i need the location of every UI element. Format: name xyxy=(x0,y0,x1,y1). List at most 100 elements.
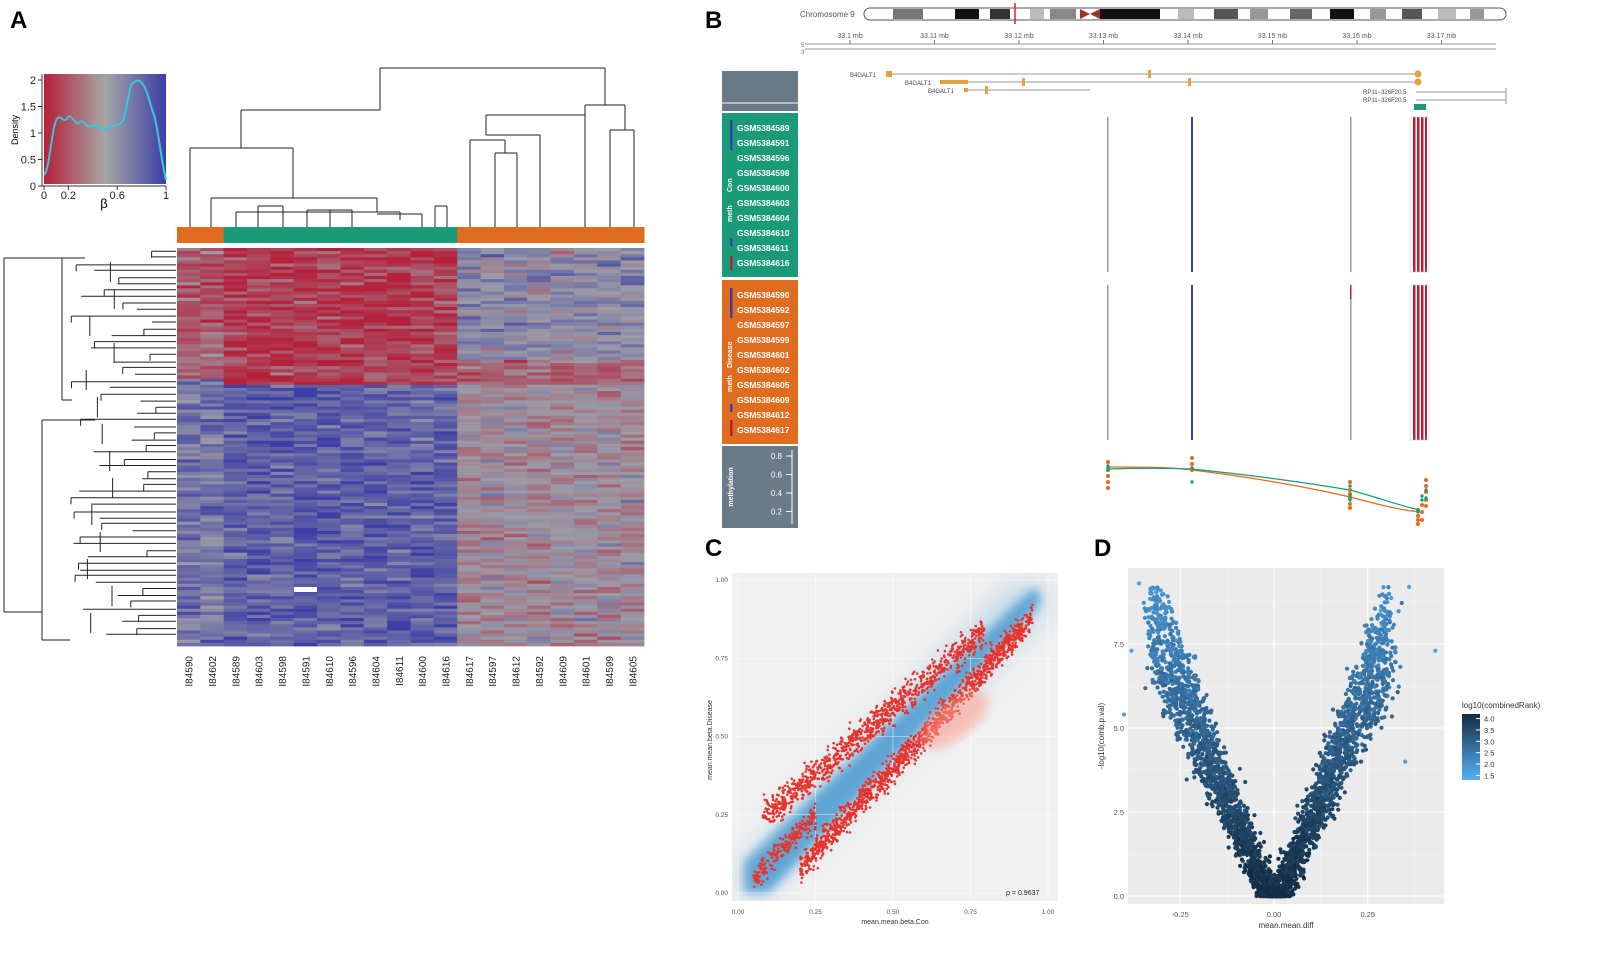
heatmap-cell xyxy=(433,546,458,551)
heatmap-cell xyxy=(270,586,295,591)
heatmap-cell xyxy=(340,593,365,597)
heatmap-cell xyxy=(340,527,365,532)
heatmap-cell xyxy=(550,412,575,417)
heatmap-cell xyxy=(480,260,505,264)
heatmap-cell xyxy=(480,403,505,407)
density-xtick-label: 1 xyxy=(163,190,169,202)
heatmap-cell xyxy=(270,310,295,314)
heatmap-cell xyxy=(340,465,365,470)
heatmap-cell xyxy=(270,378,295,383)
heatmap-cell xyxy=(270,397,295,401)
heatmap-cell xyxy=(223,375,248,379)
heatmap-cell xyxy=(270,555,295,560)
heatmap-cell xyxy=(247,447,271,451)
c-dmc-point xyxy=(830,771,833,775)
c-dmc-point xyxy=(874,779,878,783)
heatmap-cell xyxy=(410,437,435,442)
c-dmc-point xyxy=(961,633,964,637)
heatmap-cell xyxy=(200,335,225,339)
heatmap-cell xyxy=(550,303,575,308)
heatmap-cell xyxy=(620,571,645,575)
heatmap-cell xyxy=(293,596,318,600)
heatmap-cell xyxy=(387,350,411,355)
heatmap-cell xyxy=(387,453,411,457)
heatmap-cell xyxy=(293,642,318,647)
c-dmc-point xyxy=(989,674,993,677)
heatmap-cell xyxy=(550,378,575,383)
c-dmc-point xyxy=(891,699,895,702)
heatmap-cell xyxy=(573,291,598,296)
heatmap-cell xyxy=(340,546,365,551)
heatmap-cell xyxy=(597,586,622,591)
heatmap-cell xyxy=(457,310,481,314)
heatmap-cell xyxy=(387,363,411,367)
c-dmc-point xyxy=(846,817,849,821)
heatmap-cell xyxy=(317,481,341,485)
heatmap-cell xyxy=(597,568,622,572)
row-dendrogram xyxy=(3,250,176,641)
c-dmc-point xyxy=(956,654,959,658)
c-dmc-point xyxy=(1010,653,1014,656)
c-dmc-point xyxy=(985,674,988,677)
c-dmc-point xyxy=(923,749,926,752)
heatmap-cell xyxy=(223,325,248,330)
heatmap-cell xyxy=(597,487,622,491)
c-dmc-point xyxy=(819,785,822,788)
heatmap-cell xyxy=(340,347,365,352)
heatmap-cell xyxy=(363,515,388,519)
heatmap-cell xyxy=(480,316,505,320)
heatmap-cell xyxy=(363,285,388,289)
c-dmc-point xyxy=(852,733,855,737)
gene-track-panel xyxy=(722,71,798,111)
heatmap-cell xyxy=(597,462,622,467)
c-dmc-point xyxy=(832,823,836,827)
heatmap-cell xyxy=(480,555,505,560)
heatmap-cell xyxy=(410,297,435,302)
heatmap-cell xyxy=(387,266,411,271)
heatmap-cell xyxy=(177,537,201,541)
heatmap-cell xyxy=(340,313,365,317)
heatmap-cell xyxy=(433,568,458,572)
c-dmc-point xyxy=(805,779,808,782)
heatmap-cell xyxy=(550,338,575,342)
heatmap-cell xyxy=(573,347,598,352)
heatmap-cell xyxy=(293,605,318,610)
heatmap-cell xyxy=(550,639,575,644)
heatmap-cell xyxy=(550,577,575,582)
heatmap-cell xyxy=(410,474,435,479)
heatmap-cell xyxy=(457,546,481,551)
heatmap-cell xyxy=(247,506,271,510)
heatmap-cell xyxy=(270,605,295,610)
heatmap-cell xyxy=(550,636,575,641)
c-dmc-point xyxy=(963,657,967,661)
heatmap-cell xyxy=(177,387,201,392)
heatmap-cell xyxy=(620,303,645,308)
heatmap-cell xyxy=(247,307,271,311)
heatmap-cell xyxy=(550,630,575,634)
heatmap-cell xyxy=(410,419,435,423)
heatmap-cell xyxy=(223,611,248,616)
disease-meth-title: meth xyxy=(727,375,734,392)
c-dmc-point xyxy=(835,833,839,836)
heatmap-cell xyxy=(410,484,435,488)
heatmap-cell xyxy=(177,338,201,342)
heatmap-cell xyxy=(527,437,551,442)
c-dmc-point xyxy=(831,769,834,772)
heatmap-cell xyxy=(387,611,411,616)
c-dmc-point xyxy=(835,743,839,747)
heatmap-cell xyxy=(200,593,225,597)
heatmap-cell xyxy=(620,369,645,373)
heatmap-cell xyxy=(270,518,295,523)
heatmap-cell xyxy=(293,462,318,467)
heatmap-cell xyxy=(550,406,575,411)
heatmap-cell xyxy=(527,406,551,411)
heatmap-cell xyxy=(527,291,551,296)
heatmap-cell xyxy=(527,331,551,336)
heatmap-cell xyxy=(503,285,528,289)
heatmap-cell xyxy=(457,555,481,560)
heatmap-cell xyxy=(550,313,575,317)
heatmap-cell xyxy=(550,257,575,261)
heatmap-cell xyxy=(620,639,645,644)
heatmap-cell xyxy=(317,611,341,616)
heatmap-cell xyxy=(363,453,388,457)
